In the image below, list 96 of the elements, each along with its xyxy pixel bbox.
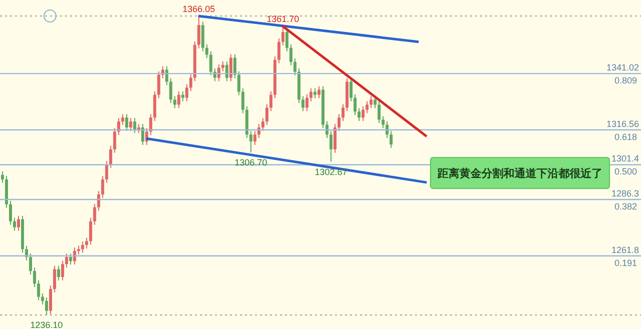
candlestick [366, 100, 369, 114]
candlestick [141, 124, 144, 146]
candlestick [229, 54, 232, 82]
candlestick [61, 260, 64, 281]
candlestick [65, 253, 68, 268]
annotation: 距离黄金分割和通道下沿都很近了 [430, 157, 610, 189]
candlestick [386, 120, 389, 139]
candlestick [45, 296, 48, 316]
candlestick [201, 21, 204, 52]
candlestick [265, 104, 268, 126]
candlestick [221, 60, 224, 72]
candlestick [205, 44, 208, 59]
candlestick [9, 200, 12, 226]
candlestick [277, 38, 280, 64]
candlestick [237, 70, 240, 96]
candlestick [41, 292, 44, 305]
candlestick [289, 44, 292, 66]
candlestick [269, 90, 272, 112]
text: 1361.70 [266, 14, 300, 24]
candlestick [133, 118, 136, 134]
candlestick [209, 50, 212, 76]
candlestick [313, 88, 316, 99]
candlestick [378, 100, 381, 124]
candlestick [113, 128, 116, 154]
candlestick [17, 215, 20, 232]
candlestick [358, 108, 361, 122]
text: 1366.05 [182, 4, 216, 14]
annotation: 0.618 [614, 132, 637, 142]
candlestick [93, 203, 96, 226]
candlestick [173, 96, 176, 109]
candlestick [217, 64, 220, 82]
candlestick [157, 70, 160, 99]
candlestick [197, 15, 200, 49]
candlestick [261, 118, 264, 132]
candlestick [81, 241, 84, 254]
ref-line-label: 1286.3 [611, 188, 639, 198]
candlestick [253, 130, 256, 146]
candlestick [37, 280, 40, 301]
candlestick [165, 66, 168, 86]
text: 1306.70 [234, 158, 268, 168]
candlestick [97, 190, 100, 212]
candlestick [125, 114, 128, 132]
candlestick [338, 114, 341, 132]
text: 1236.10 [30, 320, 63, 329]
candlestick [49, 285, 52, 315]
candlestick [169, 78, 172, 104]
candlestick [301, 96, 304, 112]
candlestick [354, 94, 357, 116]
candlestick [317, 86, 320, 99]
candlestick [185, 84, 188, 102]
candlestick [177, 90, 180, 109]
ref-line-label: 1261.8 [611, 244, 639, 255]
candlestick [13, 217, 16, 232]
candlestick [101, 176, 104, 198]
candlestick [33, 267, 36, 288]
candlestick [109, 145, 112, 168]
candlestick [53, 265, 56, 293]
candlestick [390, 130, 393, 148]
candlestick [334, 124, 337, 154]
candlestick [342, 104, 345, 122]
candlestick [149, 114, 152, 136]
candlestick [225, 60, 228, 82]
candlestick [309, 88, 312, 102]
candlestick [181, 90, 184, 102]
annotation: 0.191 [614, 258, 637, 268]
candlestick [1, 170, 4, 184]
annotation: 0.382 [614, 201, 637, 212]
candlestick [249, 130, 252, 154]
candlestick [350, 78, 353, 102]
candlestick [29, 253, 32, 275]
ref-line-label: 1301.4 [611, 154, 639, 164]
candlestick [326, 120, 329, 139]
candlestick [121, 114, 124, 126]
candlestick [370, 96, 373, 109]
annotation: 0.809 [614, 76, 637, 86]
candlestick [330, 130, 333, 162]
candlestick [305, 94, 308, 112]
candlestick [285, 28, 288, 52]
candlestick [362, 106, 365, 122]
candlestick [57, 265, 60, 281]
candlestick [293, 58, 296, 76]
candlestick [153, 90, 156, 122]
candlestick [189, 74, 192, 92]
candlestick [85, 237, 88, 249]
text: 1302.67 [314, 166, 348, 177]
candlestick [89, 217, 92, 246]
ref-line-label: 1341.02 [606, 62, 639, 73]
candlestick [382, 116, 385, 129]
candlestick [129, 118, 132, 132]
candlestick [233, 54, 236, 79]
candlestick [281, 26, 284, 46]
candlestick [69, 253, 72, 266]
candlestick [105, 160, 108, 184]
candlestick [241, 88, 244, 114]
ref-line-label: 1316.56 [606, 118, 639, 129]
annotation: 0.500 [614, 166, 637, 177]
